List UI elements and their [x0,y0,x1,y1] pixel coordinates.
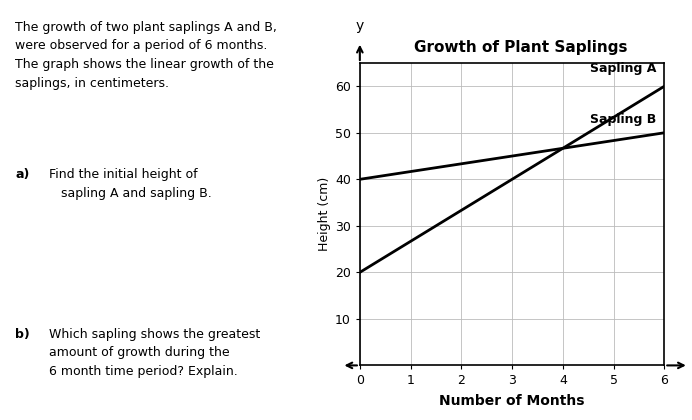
Text: Sapling A: Sapling A [590,62,657,75]
Text: Which sapling shows the greatest
amount of growth during the
6 month time period: Which sapling shows the greatest amount … [48,328,260,378]
Text: The growth of two plant saplings A and B,
were observed for a period of 6 months: The growth of two plant saplings A and B… [15,21,277,89]
Text: y: y [356,19,364,33]
Text: Growth of Plant Saplings: Growth of Plant Saplings [415,40,628,55]
Text: Find the initial height of
   sapling A and sapling B.: Find the initial height of sapling A and… [48,168,212,199]
Text: b): b) [15,328,30,341]
Text: a): a) [15,168,30,181]
Text: Sapling B: Sapling B [590,113,657,126]
X-axis label: Number of Months: Number of Months [439,394,585,408]
Y-axis label: Height (cm): Height (cm) [318,177,331,251]
